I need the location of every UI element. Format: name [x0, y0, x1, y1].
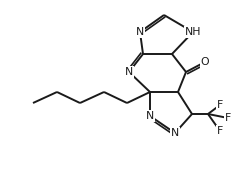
Text: NH: NH — [185, 27, 201, 37]
Text: F: F — [225, 113, 231, 123]
Text: F: F — [217, 126, 223, 136]
Text: O: O — [201, 57, 209, 67]
Text: N: N — [171, 128, 179, 138]
Text: N: N — [146, 111, 154, 121]
Text: F: F — [217, 100, 223, 110]
Text: N: N — [125, 67, 133, 77]
Text: N: N — [136, 27, 144, 37]
